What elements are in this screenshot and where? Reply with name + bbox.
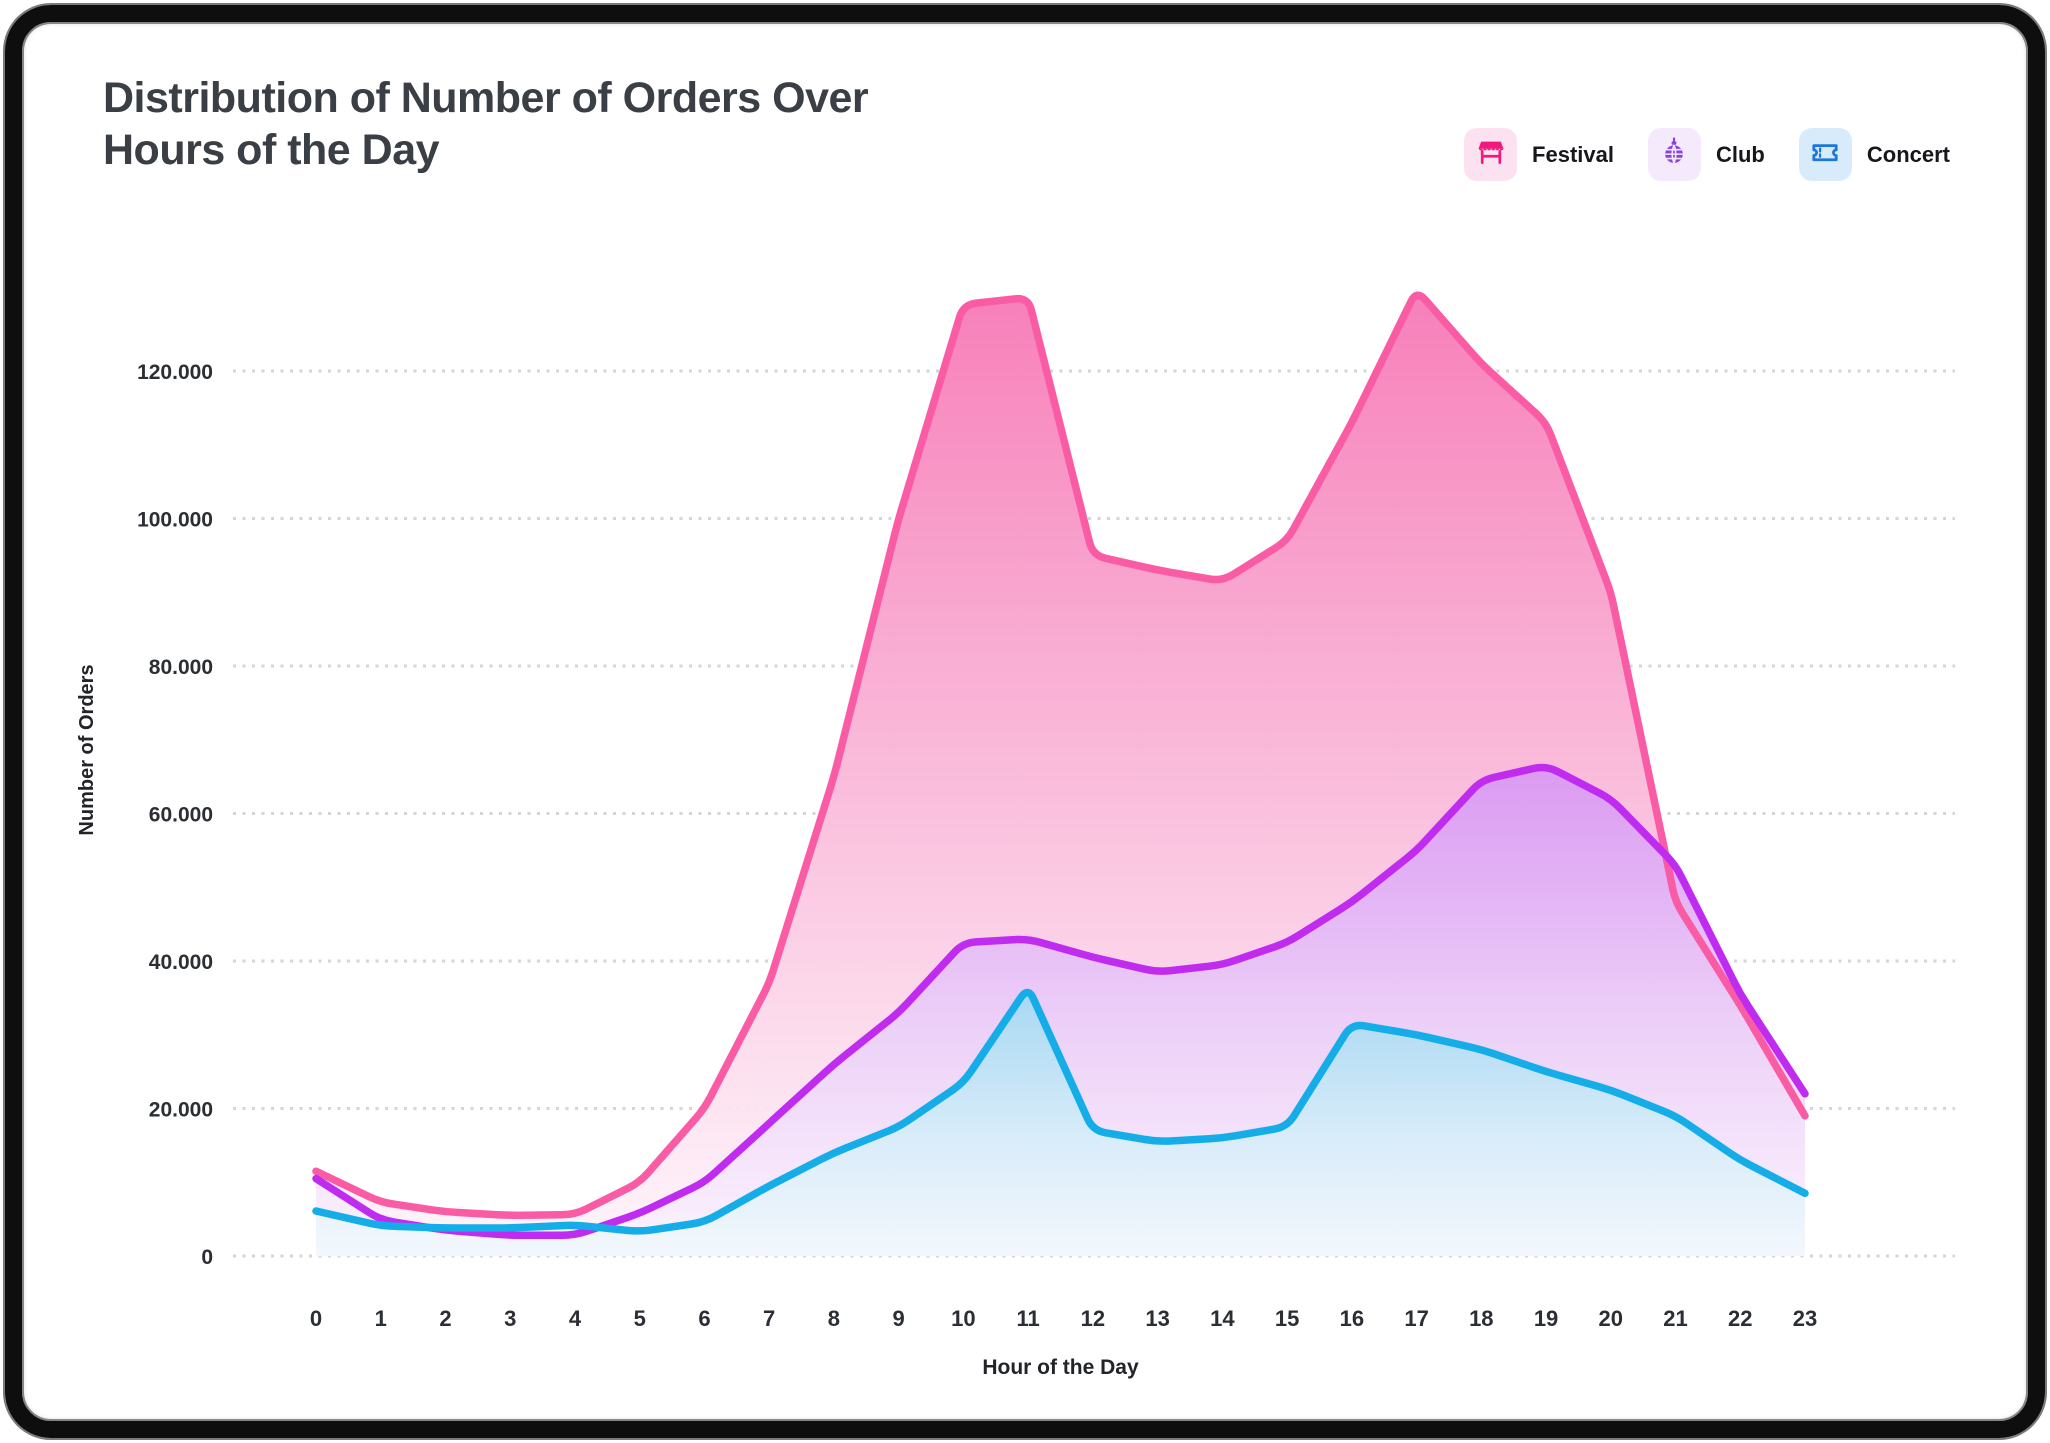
y-axis-title: Number of Orders xyxy=(76,664,98,835)
title-line-2: Hours of the Day xyxy=(103,126,440,175)
disco-ball-icon xyxy=(1658,136,1690,173)
series-areas xyxy=(316,295,1805,1256)
x-tick-14: 14 xyxy=(1210,1306,1235,1331)
x-tick-5: 5 xyxy=(634,1306,646,1331)
x-tick-20: 20 xyxy=(1599,1306,1623,1331)
legend-item-festival[interactable]: Festival xyxy=(1464,128,1614,181)
x-tick-18: 18 xyxy=(1469,1306,1493,1331)
y-tick-80.000: 80.000 xyxy=(149,656,213,679)
x-tick-6: 6 xyxy=(698,1306,710,1331)
series-lines xyxy=(312,291,1809,1240)
legend-item-concert[interactable]: Concert xyxy=(1798,128,1950,181)
x-tick-17: 17 xyxy=(1404,1306,1428,1331)
x-tick-13: 13 xyxy=(1145,1306,1169,1331)
festival-chip xyxy=(1464,128,1518,181)
x-axis-title: Hour of the Day xyxy=(982,1356,1139,1379)
x-tick-23: 23 xyxy=(1793,1306,1817,1331)
legend: Festival Club xyxy=(1464,128,1950,181)
y-tick-20.000: 20.000 xyxy=(149,1099,213,1122)
ticket-icon xyxy=(1809,136,1841,173)
orders-area-chart: 0 20.000 40.000 60.000 80.000 100.000 120.000 0… xyxy=(55,205,1985,1400)
concert-chip xyxy=(1798,128,1852,181)
area-concert xyxy=(316,992,1805,1256)
x-tick-12: 12 xyxy=(1081,1306,1105,1331)
line-club xyxy=(312,763,1809,1240)
chart-svg: 020.00040.00060.00080.000100.000120.0000… xyxy=(76,291,1955,1379)
x-tick-11: 11 xyxy=(1017,1306,1040,1331)
x-tick-9: 9 xyxy=(893,1306,905,1331)
x-tick-3: 3 xyxy=(504,1306,516,1331)
x-tick-0: 0 xyxy=(310,1306,322,1331)
x-tick-7: 7 xyxy=(763,1306,775,1331)
legend-item-club[interactable]: Club xyxy=(1647,128,1765,181)
x-tick-15: 15 xyxy=(1275,1306,1299,1331)
x-tick-21: 21 xyxy=(1663,1306,1687,1331)
line-concert xyxy=(312,988,1809,1235)
x-tick-2: 2 xyxy=(439,1306,451,1331)
y-tick-60.000: 60.000 xyxy=(149,804,213,827)
legend-label-club: Club xyxy=(1715,141,1765,167)
y-tick-100.000: 100.000 xyxy=(137,509,213,532)
y-tick-40.000: 40.000 xyxy=(149,951,213,974)
x-tick-19: 19 xyxy=(1534,1306,1558,1331)
y-tick-120.000: 120.000 xyxy=(137,361,213,384)
y-tick-0: 0 xyxy=(201,1246,213,1269)
club-chip xyxy=(1647,128,1701,181)
line-festival xyxy=(312,291,1809,1220)
title-line-1: Distribution of Number of Orders Over xyxy=(103,74,869,122)
x-tick-10: 10 xyxy=(951,1306,975,1331)
festival-tent-icon xyxy=(1475,136,1507,173)
x-tick-8: 8 xyxy=(828,1306,840,1331)
x-tick-labels: 0 1 2 3 4 5 6 7 8 9 10 11 12 13 14 15 16 17 18 19 20 21 22 23 xyxy=(310,1306,1817,1331)
x-tick-1: 1 xyxy=(375,1306,387,1331)
x-tick-4: 4 xyxy=(569,1306,582,1331)
legend-label-concert: Concert xyxy=(1866,141,1950,167)
x-tick-22: 22 xyxy=(1728,1306,1752,1331)
legend-label-festival: Festival xyxy=(1532,141,1614,167)
x-tick-16: 16 xyxy=(1340,1306,1364,1331)
y-tick-labels: 0 20.000 40.000 60.000 80.000 100.000 120.000 xyxy=(137,361,213,1269)
page-title: Distribution of Number of Orders Over Ho… xyxy=(103,72,963,177)
